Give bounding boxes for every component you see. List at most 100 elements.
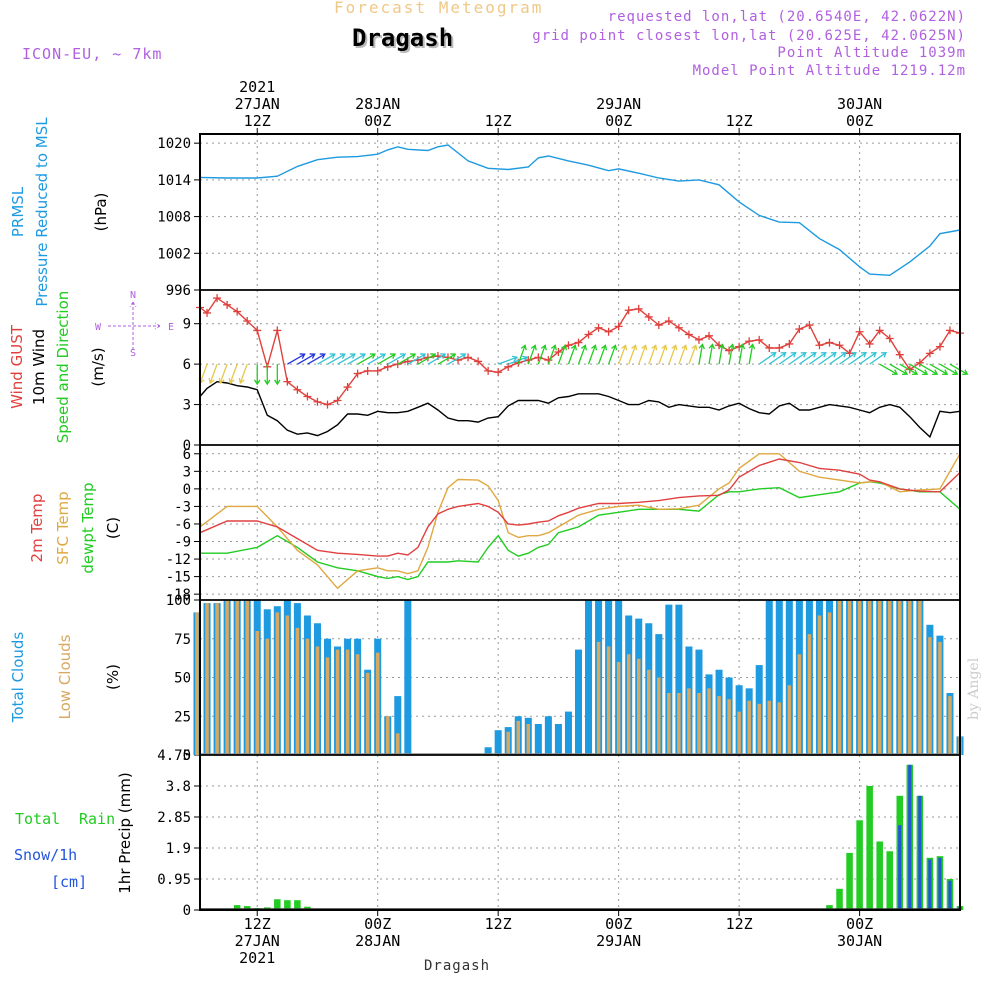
gust-marker [574, 338, 583, 347]
gust-marker [694, 335, 703, 344]
gust-marker [835, 341, 844, 350]
top-time-label: 00Z [605, 112, 632, 130]
compass-west: W [95, 322, 102, 333]
wind-direction-arrow [809, 351, 827, 365]
arrow-shaft [748, 344, 754, 365]
low-cloud-bar [827, 612, 832, 755]
grid-coords: grid point closest lon,lat (20.625E, 42.… [532, 28, 966, 44]
gust-marker [925, 349, 934, 358]
arrow-head [389, 353, 397, 359]
snow-bar [948, 880, 952, 910]
wind-direction-arrow [507, 355, 529, 365]
wind-direction-arrow [238, 363, 248, 385]
arrow-shaft [517, 345, 526, 365]
wind-direction-arrow [597, 344, 608, 365]
arrow-head [264, 379, 271, 386]
wind-direction-arrow [698, 343, 705, 365]
arrow-shaft [397, 353, 416, 365]
y-tick-label: 50 [174, 671, 191, 687]
low-cloud-bar [767, 700, 772, 755]
gust-marker [664, 317, 673, 325]
pressure-unit: (hPa) [92, 193, 110, 232]
low-cloud-bar [898, 600, 902, 755]
wind-direction-arrow [557, 344, 567, 365]
wind-direction-arrow [208, 363, 218, 385]
bottom-time-label: 28JAN [355, 932, 400, 950]
arrow-head [932, 369, 939, 375]
arrow-head [430, 353, 437, 359]
arrow-head [850, 351, 857, 358]
arrow-head [460, 353, 467, 359]
arrow-shaft [387, 353, 406, 365]
total-cloud-bar [585, 600, 593, 755]
wind-direction-arrow [618, 344, 628, 365]
low-cloud-bar [325, 657, 330, 755]
bottom-time-label: 12Z [485, 915, 512, 933]
wind-direction-arrow [748, 343, 756, 365]
arrow-shaft [668, 345, 677, 365]
low-cloud-bar [506, 731, 510, 755]
arrow-head [440, 353, 447, 359]
model-altitude: Model Point Altitude 1219.12m [692, 63, 966, 79]
gust-marker [464, 353, 473, 362]
arrow-head [410, 353, 417, 359]
gust-marker [684, 330, 693, 339]
wind-direction-arrow [879, 363, 899, 375]
arrow-shaft [758, 352, 776, 365]
wind-direction-arrow [839, 351, 857, 365]
gust-marker [945, 326, 954, 335]
arrow-head [881, 351, 888, 358]
arrow-shaft [337, 353, 356, 365]
low-cloud-bar [616, 662, 621, 755]
low-cloud-bar [908, 600, 912, 755]
wind-direction-arrow [367, 353, 387, 365]
low-cloud-bar [717, 696, 721, 755]
temp-unit: (C) [104, 517, 122, 539]
low-cloud-bar [526, 724, 531, 755]
arrow-head [708, 343, 715, 350]
y-tick-label: 4.75 [157, 748, 191, 764]
arrow-head [253, 379, 261, 386]
arrow-head [790, 351, 797, 358]
low-cloud-bar [797, 654, 802, 755]
arrow-shaft [407, 353, 426, 365]
y-tick-label: 3.8 [166, 779, 191, 795]
low-cloud-bar [225, 600, 229, 755]
gust-marker [865, 339, 874, 348]
arrow-head [400, 353, 407, 359]
arrow-shaft [688, 345, 697, 365]
arrow-head [860, 351, 867, 358]
arrow-shaft [909, 363, 928, 375]
arrow-head [912, 369, 919, 375]
arrow-shaft [367, 353, 386, 365]
gust-marker [604, 327, 613, 336]
arrow-head [580, 344, 588, 351]
low-cloud-bar [807, 634, 812, 755]
arrow-head [218, 377, 225, 385]
arrow-head [800, 351, 807, 358]
gust-marker [875, 326, 884, 335]
arrow-head [379, 353, 387, 359]
prmsl-line [199, 144, 961, 277]
wind-direction-arrow [407, 353, 427, 365]
low-cloud-bar [727, 699, 731, 755]
y-tick-label: -6 [174, 517, 191, 533]
top-time-label: 2021 [239, 78, 275, 96]
gust-marker [765, 343, 774, 352]
low-cloud-bar [205, 603, 209, 755]
arrow-shaft [547, 345, 556, 365]
gust-marker [885, 334, 894, 343]
wind-direction-arrow [527, 344, 537, 365]
wind-direction-arrow [447, 353, 467, 365]
wind-direction-arrow [768, 351, 787, 365]
arrow-head [570, 344, 578, 351]
compass-east: E [168, 322, 174, 333]
arrow-head [238, 377, 245, 385]
arrow-head [511, 355, 519, 362]
total-cloud-bar [544, 716, 552, 755]
wind-direction-arrow [899, 363, 919, 375]
low-cloud-bar [847, 600, 852, 755]
total-cloud-bar [775, 600, 783, 755]
panel-frame [199, 289, 961, 446]
total-precip-bar [856, 820, 863, 910]
